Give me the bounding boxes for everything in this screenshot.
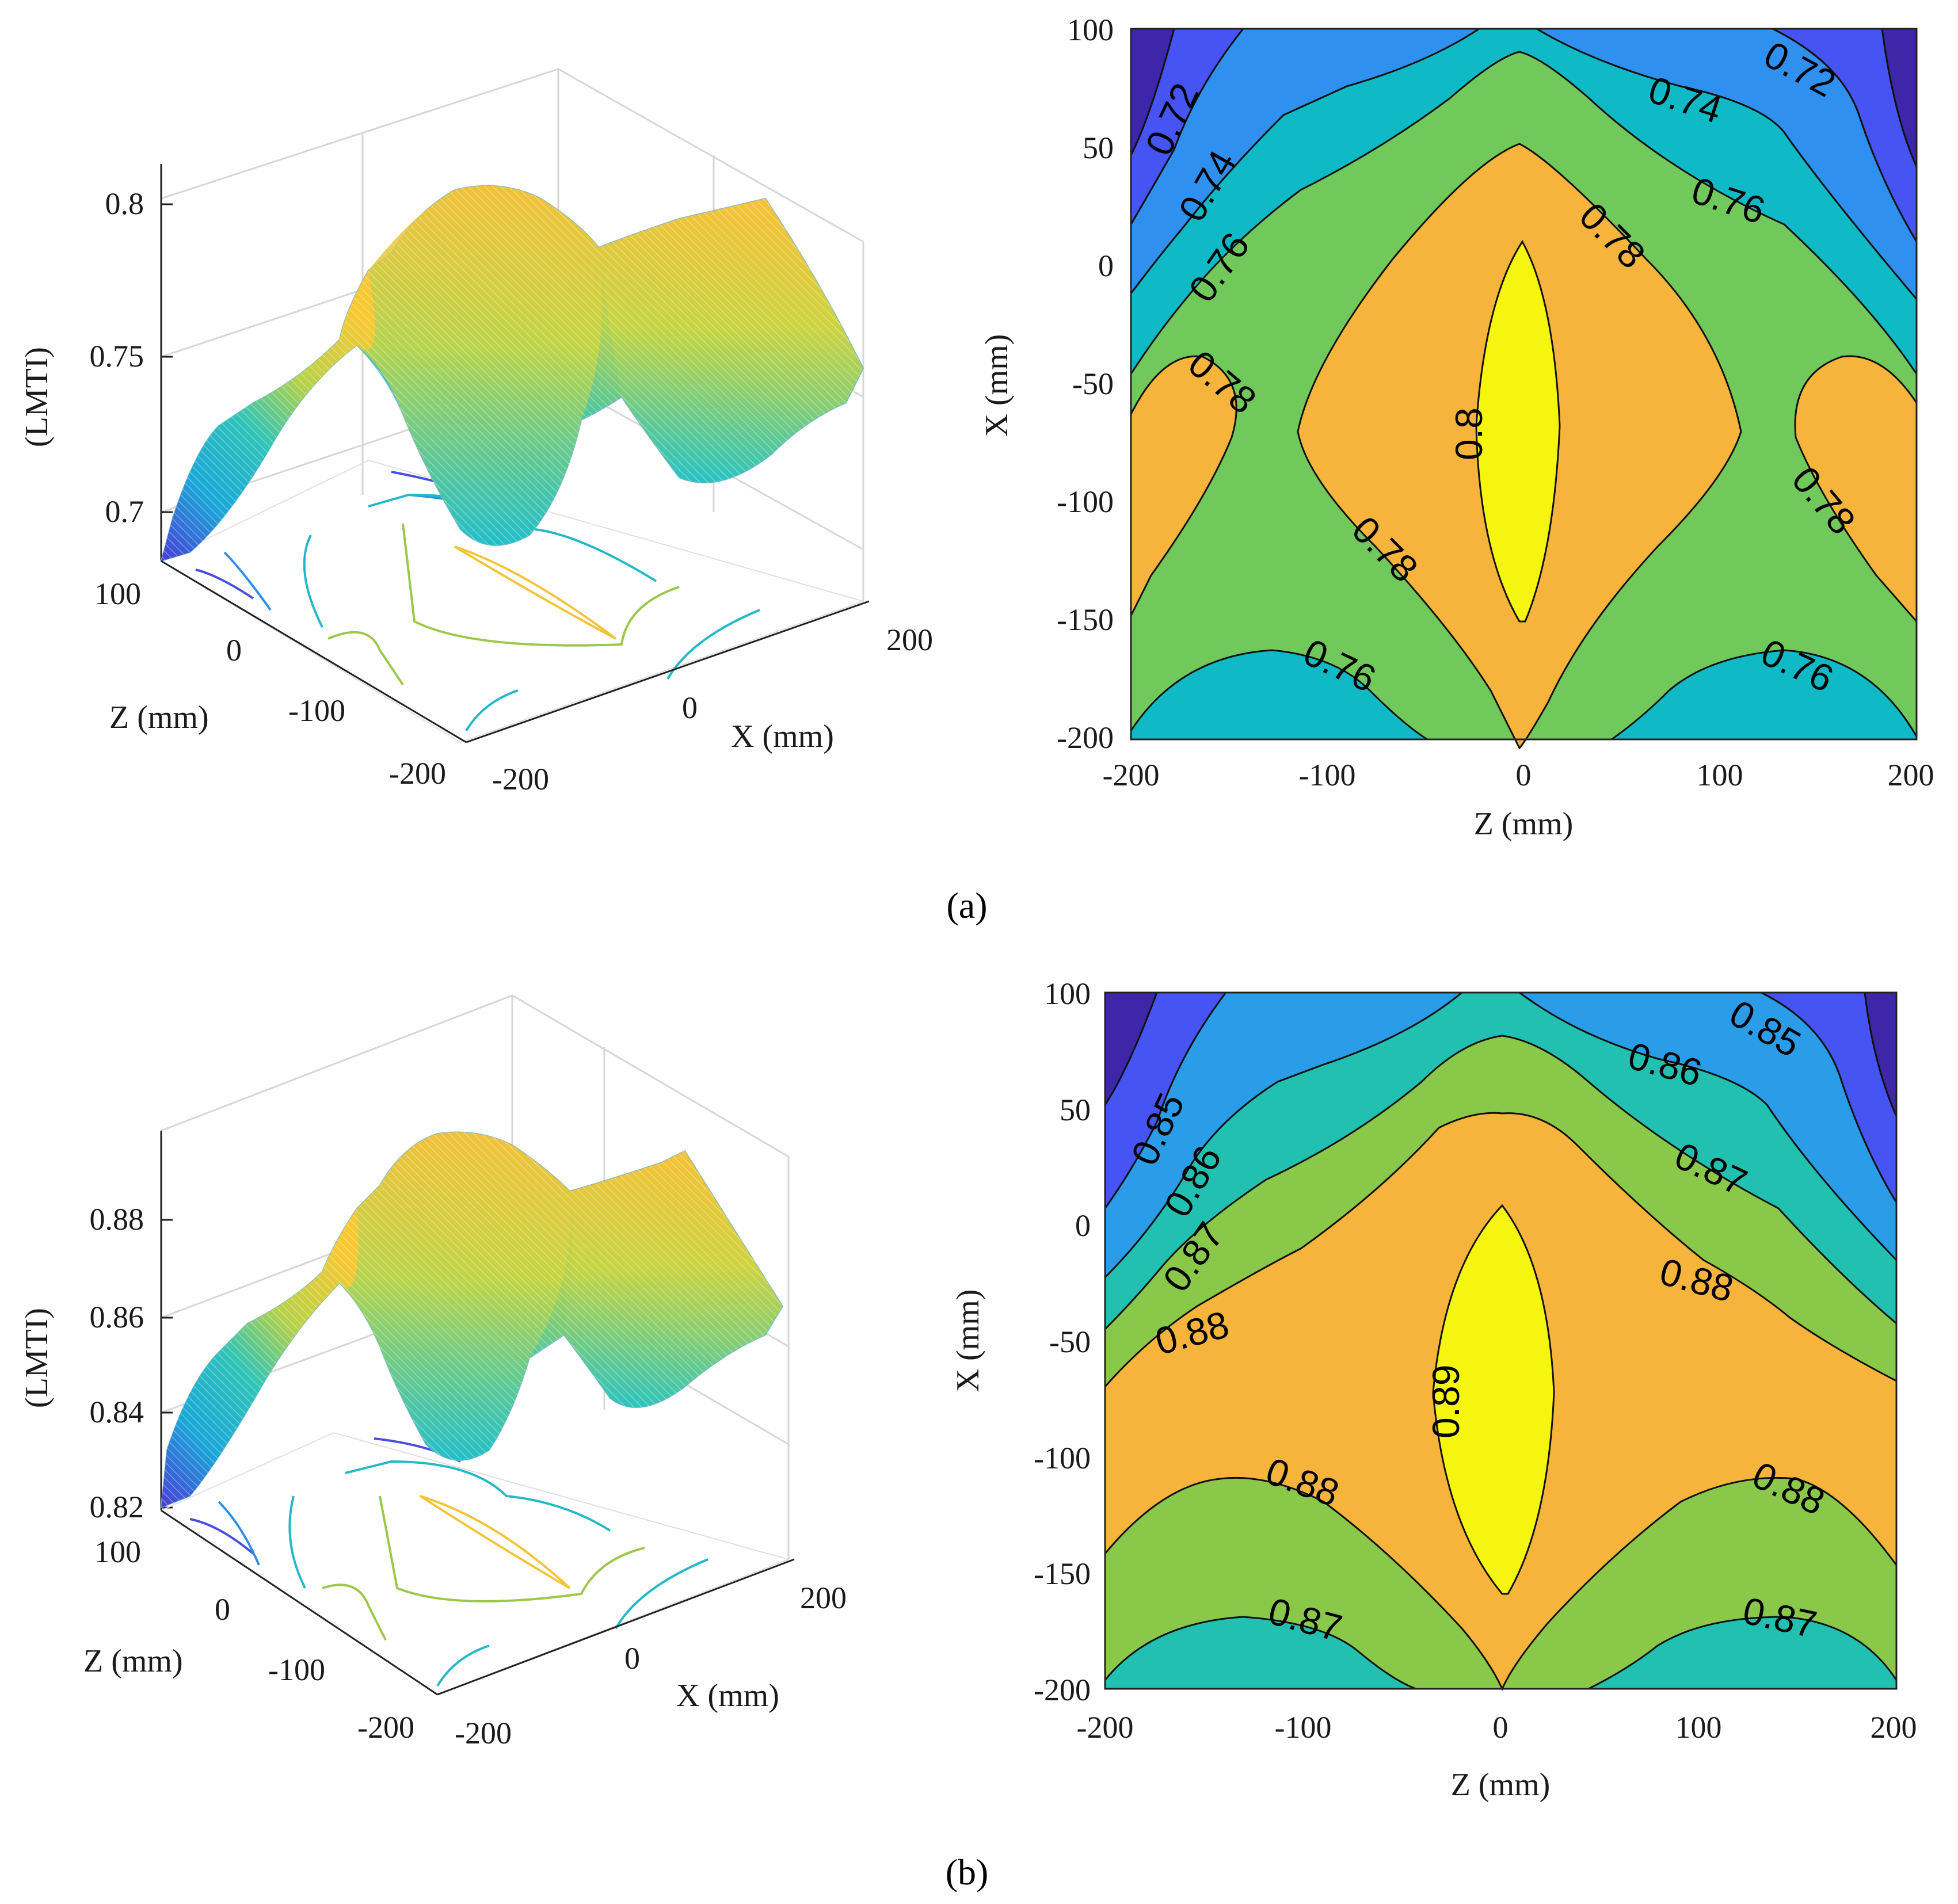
panel-a-surface-mesh	[160, 185, 864, 562]
panel-a-contour-ylabel: X (mm)	[979, 334, 1015, 437]
panel-b-X-label: X (mm)	[676, 1678, 779, 1714]
panel-a-contour-y-ticks: 100 50 0 -50 -100 -150 -200	[1057, 13, 1114, 755]
panel-a-contour-frame	[1130, 28, 1918, 741]
panel-b-contour-x-ticks: -200 -100 0 100 200	[1077, 1710, 1917, 1745]
a-yt-m200: -200	[1057, 720, 1114, 755]
a-xt-200: 200	[1888, 758, 1934, 792]
panel-b-contour-y-ticks: 100 50 0 -50 -100 -150 -200	[1034, 976, 1091, 1707]
a-yt-50: 50	[1083, 131, 1114, 165]
a-xt-m200: -200	[1103, 758, 1160, 792]
b-yt-m200: -200	[1034, 1673, 1091, 1707]
panel-a-z-ticks: 0.8 0.75 0.7	[90, 186, 173, 529]
panel-b-contour-frame	[1104, 991, 1898, 1690]
b-yt-m150: -150	[1034, 1556, 1091, 1591]
panel-b-floor-contours	[159, 1432, 791, 1696]
panel-a-Zt-m100: -100	[288, 693, 345, 728]
b-xt-100: 100	[1675, 1710, 1722, 1745]
panel-a-Zt-0: 0	[226, 633, 242, 667]
a-yt-100: 100	[1067, 13, 1114, 47]
a-xt-m100: -100	[1299, 758, 1356, 792]
panel-a-surface: 0.8 0.75 0.7 (LMTI)	[19, 68, 933, 796]
panel-b-Zt-100: 100	[94, 1535, 141, 1569]
panel-b-surface-mesh	[160, 1131, 784, 1509]
panel-b-contour-ylabel: X (mm)	[950, 1289, 986, 1392]
panel-a-z-label: (LMTI)	[19, 347, 55, 447]
panel-a-z-tick-0.75: 0.75	[90, 339, 144, 373]
panel-b-z-label: (LMTI)	[19, 1308, 55, 1408]
a-yt-0: 0	[1098, 249, 1114, 283]
panel-b-surface: 0.88 0.86 0.84 0.82 (LMTI)	[19, 994, 847, 1750]
panel-b-Z-label: Z (mm)	[83, 1643, 183, 1679]
b-xt-m100: -100	[1275, 1710, 1332, 1745]
a-yt-m50: -50	[1072, 367, 1114, 401]
a-xt-100: 100	[1697, 758, 1743, 792]
panel-a-X-axis-ticks: -200 0 200	[492, 623, 933, 796]
panel-b-Zt-0: 0	[215, 1592, 230, 1627]
panel-b-Xt-0: 0	[624, 1641, 640, 1676]
caption-b: (b)	[946, 1852, 989, 1892]
panel-b-Xt-200: 200	[800, 1581, 847, 1615]
panel-a-Xt-200: 200	[886, 623, 933, 657]
panel-a-z-tick-0.7: 0.7	[105, 494, 144, 529]
b-yt-100: 100	[1044, 976, 1091, 1011]
panel-a-Z-axis-ticks: 100 0 -100 -200	[94, 577, 446, 791]
b-yt-m100: -100	[1034, 1441, 1091, 1475]
panel-b-Xt-m200: -200	[455, 1716, 512, 1750]
panel-a-contour-xlabel: Z (mm)	[1474, 806, 1574, 842]
panel-a-base-axes	[161, 560, 870, 743]
panel-b-contour: 0.85 0.85 0.86 0.86 0.87 0.87 0.88 0.88 …	[950, 976, 1917, 1803]
caption-a: (a)	[946, 885, 987, 926]
panel-b-z-tick-0.82: 0.82	[90, 1490, 144, 1524]
panel-b-Z-axis-ticks: 100 0 -100 -200	[94, 1535, 414, 1745]
panel-a-X-label: X (mm)	[731, 719, 834, 754]
b-yt-50: 50	[1060, 1093, 1091, 1127]
panel-b-X-axis-ticks: -200 0 200	[455, 1581, 847, 1750]
panel-a-z-tick-0.8: 0.8	[105, 186, 144, 221]
b-xt-0: 0	[1493, 1710, 1509, 1745]
panel-b-Zt-m100: -100	[268, 1653, 325, 1687]
panel-b-z-tick-0.88: 0.88	[90, 1202, 144, 1237]
panel-a-Xt-0: 0	[682, 690, 698, 725]
panel-b-z-tick-0.86: 0.86	[90, 1300, 144, 1334]
a-clabel-0.8: 0.8	[1447, 407, 1490, 460]
b-yt-m50: -50	[1049, 1325, 1091, 1359]
b-xt-m200: -200	[1077, 1710, 1134, 1745]
panel-a-contour: 0.72 0.72 0.74 0.74 0.76 0.76 0.78 0.78 …	[979, 13, 1934, 842]
panel-b-Zt-m200: -200	[357, 1710, 414, 1745]
panel-a-Zt-100: 100	[94, 577, 141, 611]
panel-a-Z-label: Z (mm)	[109, 700, 209, 735]
a-xt-0: 0	[1516, 758, 1532, 792]
panel-b-base-axes	[161, 1509, 795, 1696]
panel-a-Xt-m200: -200	[492, 762, 549, 796]
panel-b-z-tick-0.84: 0.84	[90, 1395, 144, 1429]
panel-b-z-ticks: 0.88 0.86 0.84 0.82	[90, 1202, 173, 1524]
panel-a-Zt-m200: -200	[389, 756, 446, 791]
a-yt-m150: -150	[1057, 602, 1114, 637]
panel-b-contour-xlabel: Z (mm)	[1451, 1767, 1551, 1803]
b-xt-200: 200	[1871, 1710, 1917, 1745]
panel-a-contour-x-ticks: -200 -100 0 100 200	[1103, 758, 1934, 792]
a-yt-m100: -100	[1057, 484, 1114, 519]
b-yt-0: 0	[1075, 1208, 1091, 1243]
b-clabel-0.89: 0.89	[1424, 1365, 1467, 1439]
